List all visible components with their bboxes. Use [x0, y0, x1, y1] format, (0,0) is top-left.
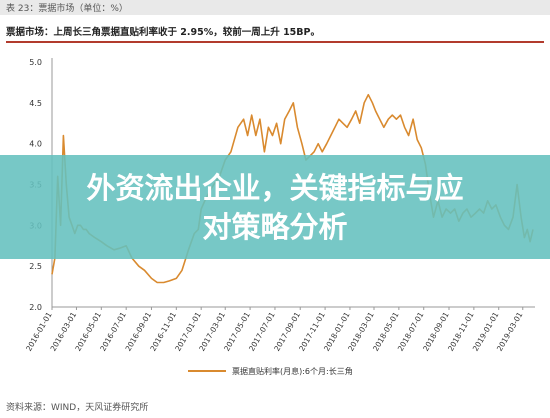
- y-tick-label: 5.0: [29, 58, 42, 67]
- source-note: 资料来源：WIND，天风证券研究所: [6, 403, 149, 413]
- y-tick-label: 4.5: [29, 99, 42, 108]
- y-tick-label: 4.0: [29, 140, 42, 149]
- y-tick-label: 2.5: [29, 262, 42, 271]
- overlay-banner: [0, 155, 550, 259]
- legend-label: 票据直贴利率(月息):6个月:长三角: [232, 366, 353, 376]
- figure-header-bar: [0, 0, 550, 15]
- figure-label: 表 23：票据市场（单位：%）: [6, 4, 128, 14]
- figure-headline: 票据市场：上周长三角票据直贴利率收于 2.95%，较前一周上升 15BP。: [6, 27, 320, 38]
- y-tick-label: 2.0: [29, 303, 42, 312]
- headline-rule: [6, 41, 544, 43]
- overlay-title-line-1: 外资流出企业，关键指标与应: [86, 171, 464, 205]
- overlay-title-line-2: 对策略分析: [202, 210, 348, 244]
